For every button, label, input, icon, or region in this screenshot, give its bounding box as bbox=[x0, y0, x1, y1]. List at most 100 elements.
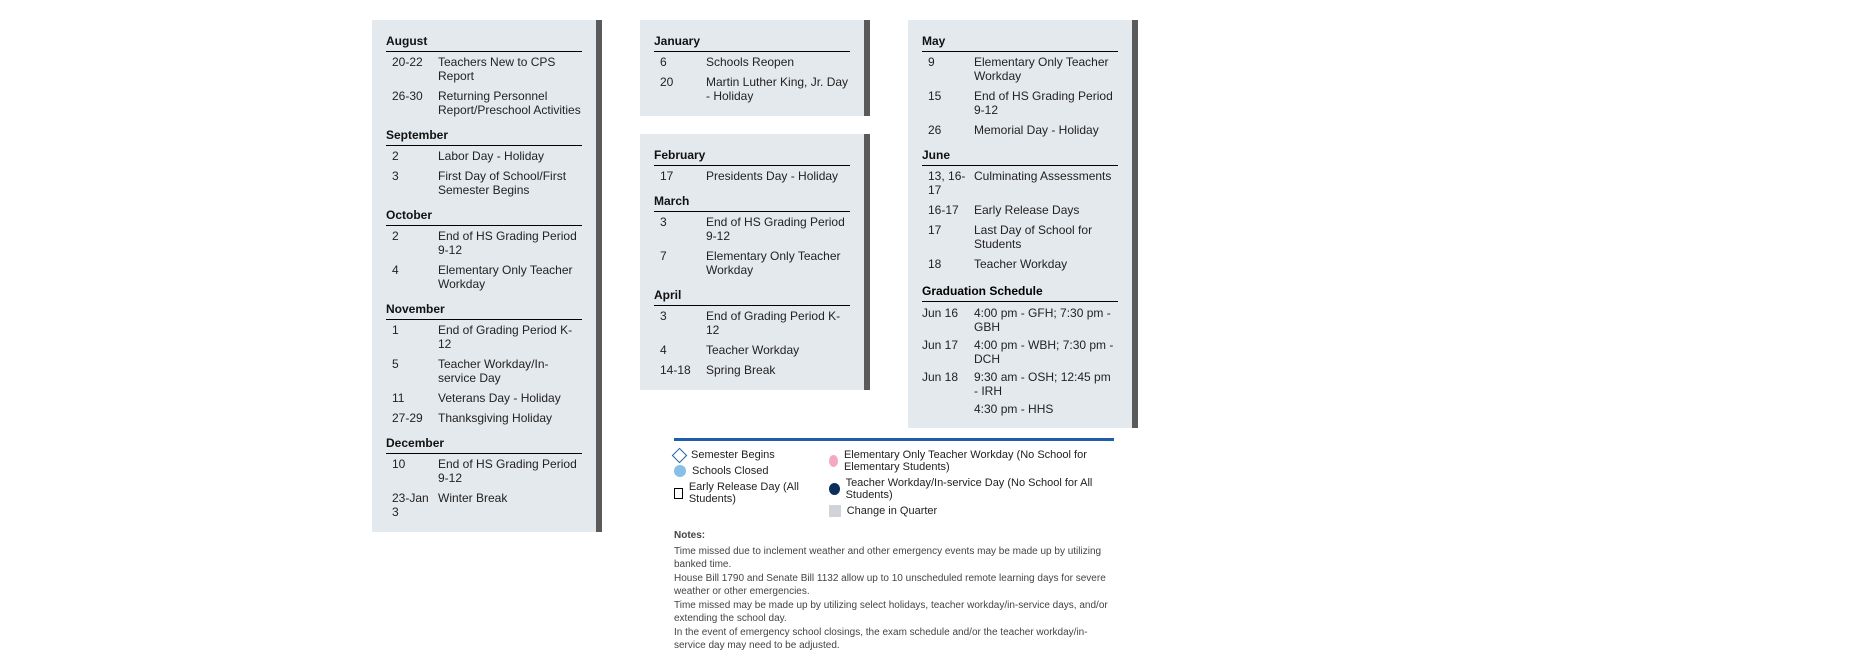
date-cell: 2 bbox=[386, 149, 438, 163]
diamond-icon bbox=[672, 447, 688, 463]
calendar-panel: January6Schools Reopen20Martin Luther Ki… bbox=[640, 20, 870, 116]
date-cell: 9 bbox=[922, 55, 974, 83]
month-header: February bbox=[654, 144, 850, 166]
date-cell: 10 bbox=[386, 457, 438, 485]
calendar-row: 3End of HS Grading Period 9-12 bbox=[654, 212, 850, 246]
calendar-row: 13, 16-17Culminating Assessments bbox=[922, 166, 1118, 200]
date-cell: 26-30 bbox=[386, 89, 438, 117]
legend-label: Schools Closed bbox=[692, 465, 768, 477]
description-cell: Teacher Workday/In-service Day bbox=[438, 357, 582, 385]
legend-notes-wrap: Semester Begins Schools Closed Early Relea… bbox=[674, 408, 870, 653]
legend-item: Semester Begins bbox=[674, 447, 811, 463]
calendar-container: August20-22Teachers New to CPS Report26-… bbox=[0, 0, 1868, 653]
date-cell: 27-29 bbox=[386, 411, 438, 425]
circle-icon bbox=[829, 483, 840, 495]
date-cell: 20 bbox=[654, 75, 706, 103]
date-cell: 17 bbox=[654, 169, 706, 183]
description-cell: End of Grading Period K-12 bbox=[706, 309, 850, 337]
calendar-row: 4Elementary Only Teacher Workday bbox=[386, 260, 582, 294]
date-cell: 4 bbox=[654, 343, 706, 357]
date-cell: 26 bbox=[922, 123, 974, 137]
date-cell: 16-17 bbox=[922, 203, 974, 217]
calendar-row: 20Martin Luther King, Jr. Day - Holiday bbox=[654, 72, 850, 106]
calendar-row: 7Elementary Only Teacher Workday bbox=[654, 246, 850, 280]
description-cell: Teacher Workday bbox=[974, 257, 1118, 271]
legend-item: Early Release Day (All Students) bbox=[674, 479, 811, 507]
description-cell: Winter Break bbox=[438, 491, 582, 519]
graduation-row: 4:30 pm - HHS bbox=[922, 400, 1118, 418]
month-header: March bbox=[654, 190, 850, 212]
description-cell: Schools Reopen bbox=[706, 55, 850, 69]
month-header: June bbox=[922, 144, 1118, 166]
date-cell: 14-18 bbox=[654, 363, 706, 377]
description-cell: Martin Luther King, Jr. Day - Holiday bbox=[706, 75, 850, 103]
month-header: May bbox=[922, 30, 1118, 52]
description-cell: Elementary Only Teacher Workday bbox=[438, 263, 582, 291]
square-icon bbox=[674, 488, 683, 499]
calendar-panel: August20-22Teachers New to CPS Report26-… bbox=[372, 20, 602, 532]
date-cell: 6 bbox=[654, 55, 706, 69]
description-cell: Culminating Assessments bbox=[974, 169, 1118, 197]
legend-left-column: Semester Begins Schools Closed Early Relea… bbox=[674, 447, 811, 519]
month-header: January bbox=[654, 30, 850, 52]
description-cell: Elementary Only Teacher Workday bbox=[974, 55, 1118, 83]
month-header: September bbox=[386, 124, 582, 146]
graduation-detail: 4:00 pm - WBH; 7:30 pm - DCH bbox=[974, 338, 1118, 366]
calendar-panel: May9Elementary Only Teacher Workday15End… bbox=[908, 20, 1138, 428]
graduation-date: Jun 17 bbox=[922, 338, 974, 366]
graduation-detail: 9:30 am - OSH; 12:45 pm - IRH bbox=[974, 370, 1118, 398]
calendar-row: 20-22Teachers New to CPS Report bbox=[386, 52, 582, 86]
date-cell: 18 bbox=[922, 257, 974, 271]
calendar-row: 26Memorial Day - Holiday bbox=[922, 120, 1118, 140]
calendar-row: 16-17Early Release Days bbox=[922, 200, 1118, 220]
calendar-row: 5Teacher Workday/In-service Day bbox=[386, 354, 582, 388]
calendar-row: 18Teacher Workday bbox=[922, 254, 1118, 274]
date-cell: 23-Jan 3 bbox=[386, 491, 438, 519]
description-cell: End of HS Grading Period 9-12 bbox=[706, 215, 850, 243]
date-cell: 3 bbox=[386, 169, 438, 197]
calendar-row: 1End of Grading Period K-12 bbox=[386, 320, 582, 354]
date-cell: 17 bbox=[922, 223, 974, 251]
month-header: August bbox=[386, 30, 582, 52]
month-header: April bbox=[654, 284, 850, 306]
calendar-row: 2Labor Day - Holiday bbox=[386, 146, 582, 166]
graduation-date bbox=[922, 402, 974, 416]
description-cell: Teacher Workday bbox=[706, 343, 850, 357]
description-cell: First Day of School/First Semester Begin… bbox=[438, 169, 582, 197]
date-cell: 7 bbox=[654, 249, 706, 277]
legend-item: Schools Closed bbox=[674, 463, 811, 479]
date-cell: 4 bbox=[386, 263, 438, 291]
date-cell: 3 bbox=[654, 309, 706, 337]
description-cell: End of HS Grading Period 9-12 bbox=[438, 229, 582, 257]
calendar-row: 23-Jan 3Winter Break bbox=[386, 488, 582, 522]
circle-icon bbox=[829, 455, 838, 467]
calendar-row: 11Veterans Day - Holiday bbox=[386, 388, 582, 408]
month-header: November bbox=[386, 298, 582, 320]
description-cell: Spring Break bbox=[706, 363, 850, 377]
description-cell: End of Grading Period K-12 bbox=[438, 323, 582, 351]
date-cell: 2 bbox=[386, 229, 438, 257]
description-cell: Veterans Day - Holiday bbox=[438, 391, 582, 405]
description-cell: End of HS Grading Period 9-12 bbox=[974, 89, 1118, 117]
date-cell: 1 bbox=[386, 323, 438, 351]
graduation-date: Jun 16 bbox=[922, 306, 974, 334]
circle-icon bbox=[674, 465, 686, 477]
calendar-row: 26-30Returning Personnel Report/Preschoo… bbox=[386, 86, 582, 120]
graduation-header: Graduation Schedule bbox=[922, 278, 1118, 302]
legend-label: Early Release Day (All Students) bbox=[689, 481, 811, 505]
description-cell: Teachers New to CPS Report bbox=[438, 55, 582, 83]
graduation-date: Jun 18 bbox=[922, 370, 974, 398]
description-cell: Presidents Day - Holiday bbox=[706, 169, 850, 183]
graduation-detail: 4:30 pm - HHS bbox=[974, 402, 1118, 416]
legend-label: Semester Begins bbox=[691, 449, 775, 461]
description-cell: Elementary Only Teacher Workday bbox=[706, 249, 850, 277]
description-cell: Last Day of School for Students bbox=[974, 223, 1118, 251]
graduation-row: Jun 189:30 am - OSH; 12:45 pm - IRH bbox=[922, 368, 1118, 400]
date-cell: 11 bbox=[386, 391, 438, 405]
date-cell: 3 bbox=[654, 215, 706, 243]
month-header: October bbox=[386, 204, 582, 226]
calendar-row: 3End of Grading Period K-12 bbox=[654, 306, 850, 340]
calendar-row: 14-18Spring Break bbox=[654, 360, 850, 380]
calendar-row: 17Presidents Day - Holiday bbox=[654, 166, 850, 186]
calendar-row: 3First Day of School/First Semester Begi… bbox=[386, 166, 582, 200]
